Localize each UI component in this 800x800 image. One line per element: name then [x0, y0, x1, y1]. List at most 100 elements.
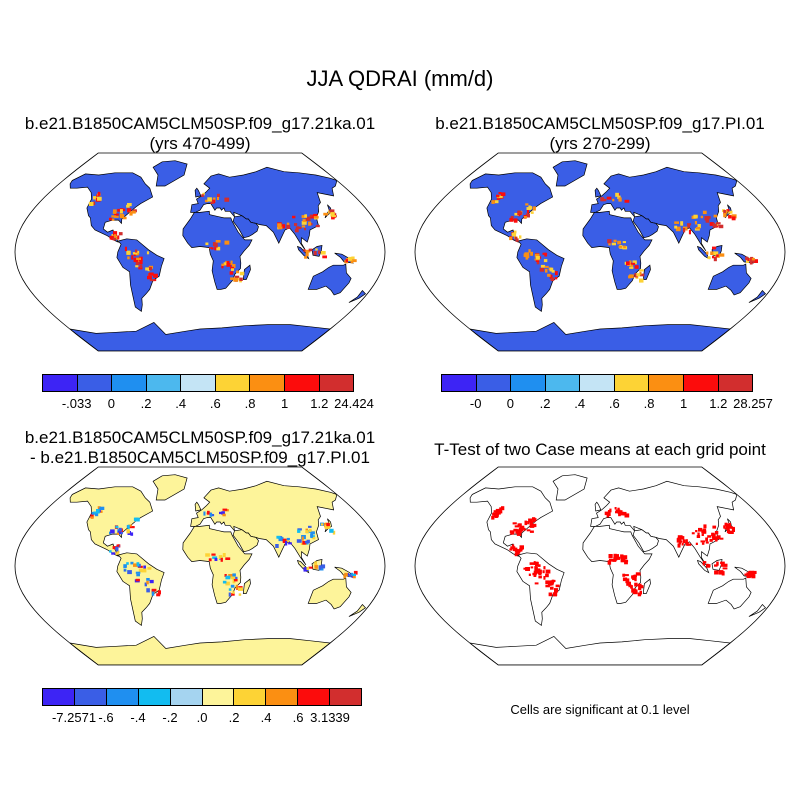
value-cell: [517, 211, 523, 215]
value-cell: [222, 513, 226, 517]
panel-2-map: [414, 152, 786, 352]
value-cell: [628, 584, 632, 588]
value-cell: [686, 543, 692, 546]
value-cell: [623, 555, 628, 560]
value-cell: [535, 253, 540, 258]
value-cell: [515, 238, 519, 242]
value-cell: [304, 214, 307, 218]
value-cell: [609, 508, 612, 513]
landmass-greenland: [152, 474, 188, 501]
panel-1-title-line2: (yrs 470-499): [149, 134, 251, 153]
landmass-north-america: [69, 172, 154, 243]
value-cell: [122, 216, 127, 220]
map-border: [414, 466, 786, 666]
value-cell: [509, 217, 514, 222]
value-cell: [496, 194, 500, 197]
value-cell: [228, 588, 232, 591]
value-cell: [709, 222, 714, 226]
value-cell: [634, 273, 637, 278]
colorbar-swatch: [112, 375, 147, 391]
panel-1-colorbar-ticks: -.033 0 .2 .4 .6 .8 1 1.2 24.424: [42, 396, 374, 412]
value-cell: [624, 574, 629, 577]
value-cell: [731, 216, 736, 221]
value-cell: [286, 222, 290, 225]
value-cell: [118, 527, 122, 531]
value-cell: [526, 529, 531, 532]
value-cell: [513, 528, 518, 532]
colorbar-swatch: [170, 689, 203, 705]
value-cell: [294, 228, 299, 233]
value-cell: [214, 243, 218, 248]
value-cell: [221, 265, 224, 269]
landmass-new-zealand: [748, 603, 767, 617]
value-cell: [600, 197, 605, 202]
value-cell: [292, 215, 296, 219]
value-cell: [310, 531, 315, 535]
value-cell: [548, 592, 553, 597]
value-cell: [509, 530, 515, 534]
value-cell: [135, 249, 138, 253]
value-cell: [634, 577, 637, 582]
colorbar-tick-label: -0: [469, 396, 482, 411]
value-cell: [524, 216, 527, 219]
value-cell: [748, 571, 753, 577]
value-cell: [751, 260, 755, 263]
value-cell: [710, 251, 715, 255]
value-cell: [607, 560, 612, 565]
value-cell: [225, 575, 231, 580]
value-cell: [543, 576, 546, 580]
value-cell: [531, 523, 537, 528]
value-cell: [725, 210, 728, 214]
value-cell: [153, 273, 158, 278]
landmass-north-america: [469, 172, 554, 243]
value-cell: [723, 525, 726, 529]
panel-1-title-line1: b.e21.B1850CAM5CLM50SP.f09_g17.21ka.01: [24, 114, 376, 133]
value-cell: [532, 517, 536, 520]
value-cell: [130, 532, 134, 536]
value-cell: [320, 251, 326, 255]
value-cell: [680, 221, 684, 226]
value-cell: [229, 271, 234, 275]
value-cell: [629, 266, 634, 269]
value-cell: [695, 227, 701, 230]
value-cell: [676, 538, 681, 543]
value-cell: [537, 568, 541, 572]
value-cell: [232, 264, 236, 269]
value-cell: [528, 205, 531, 209]
value-cell: [720, 561, 725, 565]
value-cell: [301, 225, 306, 228]
value-cell: [533, 570, 538, 575]
value-cell: [302, 540, 307, 545]
value-cell: [714, 531, 719, 535]
value-cell: [635, 572, 641, 576]
value-cell: [277, 223, 282, 228]
landmass-japan: [724, 204, 732, 219]
value-cell: [555, 584, 560, 588]
value-cell: [204, 199, 208, 203]
value-cell: [511, 544, 515, 547]
value-cell: [221, 511, 225, 515]
value-cell: [234, 275, 240, 278]
landmass-borneo: [311, 244, 323, 257]
landmass-africa: [582, 210, 653, 290]
colorbar-tick-label: 24.424: [334, 396, 374, 411]
value-cell: [126, 204, 130, 208]
value-cell: [724, 527, 728, 530]
value-cell: [625, 578, 630, 583]
colorbar-swatch: [234, 689, 267, 705]
value-cell: [115, 549, 119, 552]
value-cell: [352, 574, 356, 579]
value-cell: [225, 581, 230, 586]
value-cell: [491, 200, 495, 204]
landmass-north-america: [469, 486, 554, 557]
colorbar-tick-label: .2: [539, 396, 551, 411]
value-cell: [115, 546, 119, 550]
value-cell: [303, 567, 307, 572]
value-cell: [712, 533, 716, 536]
value-cell: [323, 212, 329, 216]
value-cell: [622, 241, 626, 244]
value-cell: [495, 508, 501, 513]
value-cell: [544, 265, 549, 268]
value-cell: [612, 559, 617, 562]
value-cell: [124, 246, 127, 252]
